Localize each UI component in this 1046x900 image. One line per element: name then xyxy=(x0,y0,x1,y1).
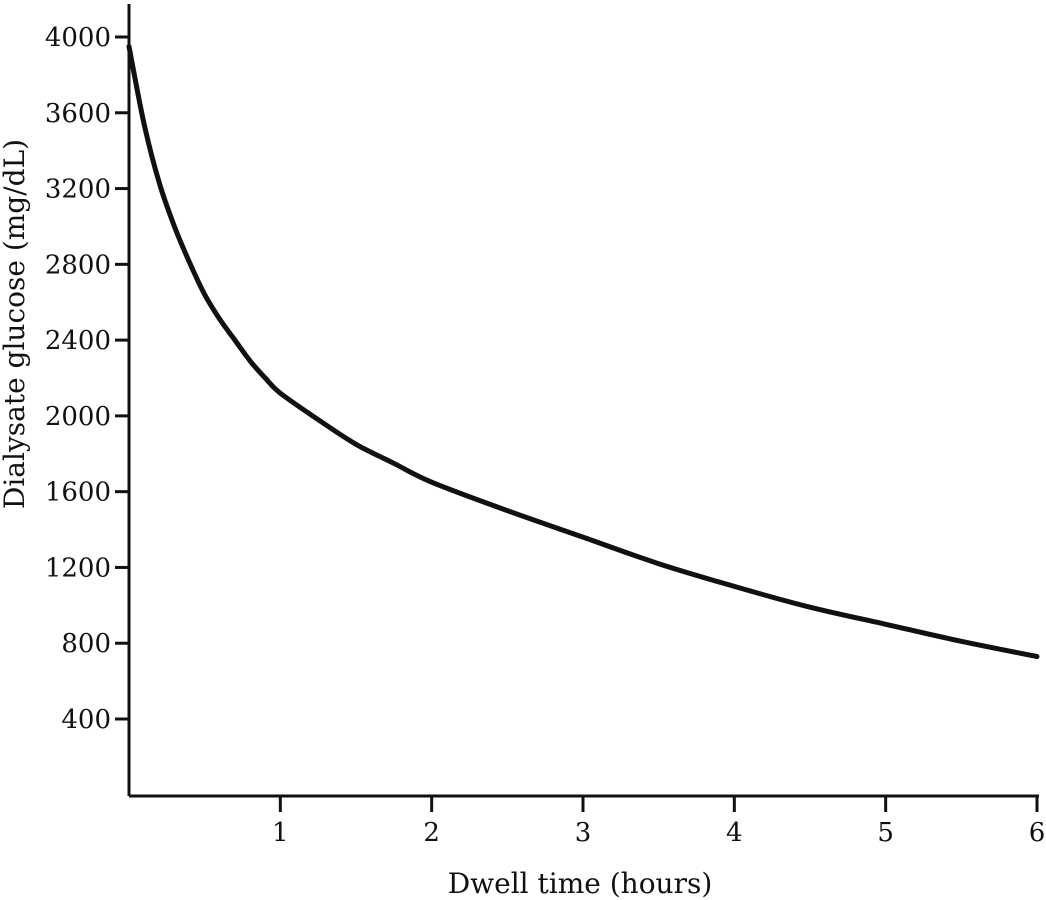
y-tick-label: 4000 xyxy=(45,23,111,53)
y-tick-label: 1200 xyxy=(45,553,111,583)
y-tick-label: 2800 xyxy=(45,250,111,280)
x-axis-title: Dwell time (hours) xyxy=(448,867,713,900)
y-tick-label: 400 xyxy=(61,705,111,735)
x-tick-label: 3 xyxy=(575,818,592,848)
y-axis: 400 800 1200 1600 2000 2400 2800 3200 3600 4000 xyxy=(45,4,131,796)
y-tick-label: 1600 xyxy=(45,478,111,508)
x-tick-label: 1 xyxy=(272,818,289,848)
y-tick-label: 800 xyxy=(61,629,111,659)
y-tick-label: 3200 xyxy=(45,175,111,205)
x-axis: 1 2 3 4 5 6 xyxy=(129,794,1046,848)
x-tick-label: 2 xyxy=(423,818,440,848)
x-tick-label: 5 xyxy=(877,818,894,848)
y-tick-label: 2400 xyxy=(45,326,111,356)
y-tick-label: 2000 xyxy=(45,402,111,432)
series-group xyxy=(126,44,1040,659)
y-axis-title: Dialysate glucose (mg/dL) xyxy=(0,139,31,509)
glucose-curve xyxy=(126,44,1040,659)
x-tick-label: 4 xyxy=(726,818,743,848)
y-tick-label: 3600 xyxy=(45,99,111,129)
x-tick-label: 6 xyxy=(1029,818,1046,848)
